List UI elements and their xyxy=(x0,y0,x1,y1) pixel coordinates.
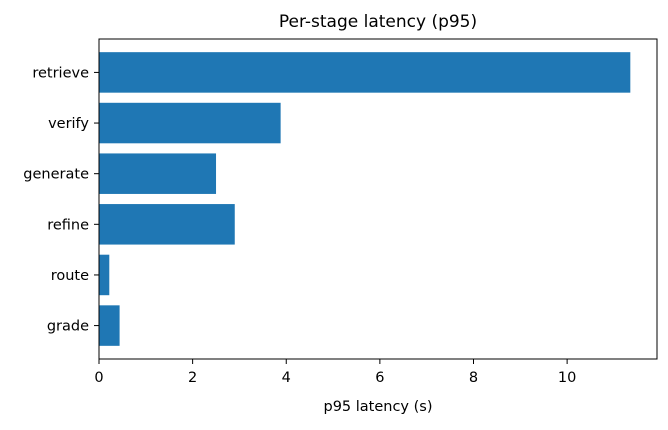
y-tick-label: verify xyxy=(48,116,89,132)
bar-retrieve xyxy=(99,52,631,93)
bar-route xyxy=(99,254,110,296)
y-tick-label: retrieve xyxy=(32,65,89,81)
y-axis-ticks: retrieve verify generate refine route grade xyxy=(23,65,99,335)
bars-layer xyxy=(99,52,631,346)
x-tick-label: 4 xyxy=(282,370,291,386)
x-tick-label: 6 xyxy=(375,370,384,386)
bar-grade xyxy=(99,305,120,346)
y-tick-label: generate xyxy=(23,167,89,183)
x-axis-ticks: 0 2 4 6 8 10 xyxy=(94,359,576,386)
x-tick-label: 8 xyxy=(469,370,478,386)
y-tick-label: route xyxy=(51,268,89,284)
bar-refine xyxy=(99,204,235,245)
axes-layer xyxy=(98,38,658,360)
chart-title: Per-stage latency (p95) xyxy=(279,12,477,32)
x-tick-label: 10 xyxy=(558,370,576,386)
bar-verify xyxy=(99,102,281,144)
plot-frame xyxy=(98,38,658,360)
x-tick-label: 2 xyxy=(188,370,197,386)
x-axis-label: p95 latency (s) xyxy=(323,399,432,415)
y-tick-label: grade xyxy=(47,319,89,335)
x-tick-label: 0 xyxy=(94,370,103,386)
y-tick-label: refine xyxy=(47,217,89,233)
bar-generate xyxy=(99,153,217,194)
